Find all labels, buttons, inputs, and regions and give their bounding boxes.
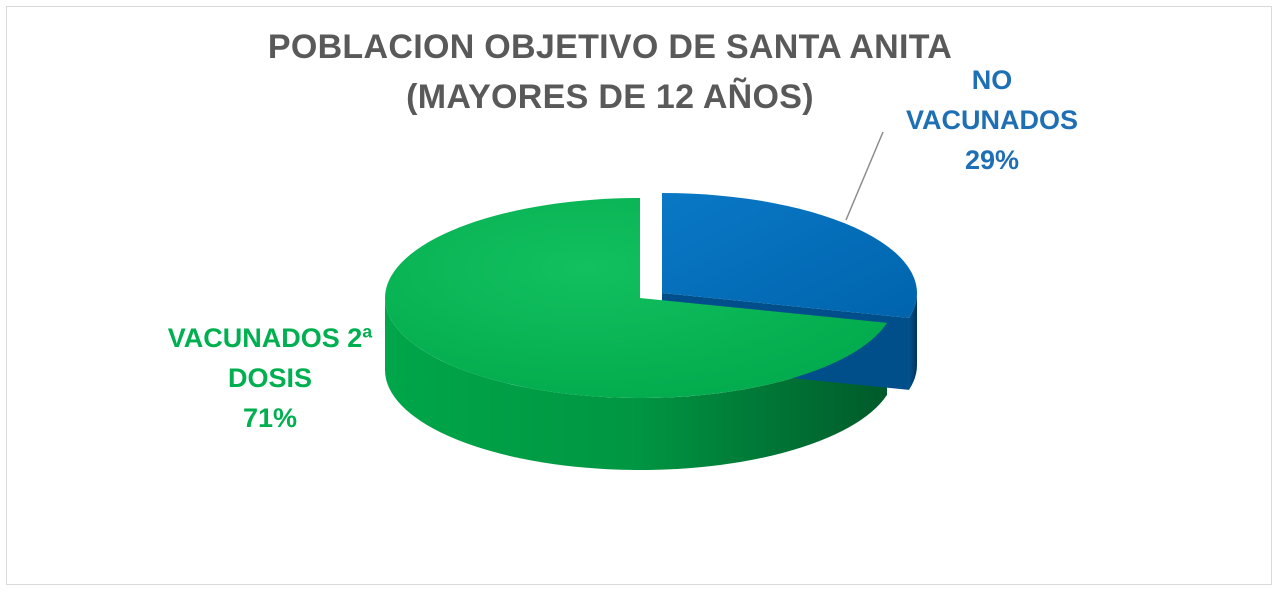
no-vacunados-leader-line	[845, 131, 884, 221]
chart-title-line-2: (MAYORES DE 12 AÑOS)	[406, 78, 814, 116]
slice-vacunados-2a-dosis	[385, 198, 887, 398]
data-label-vacunados-line-1: VACUNADOS 2ª	[167, 323, 373, 353]
data-label-vacunados-percent: 71%	[242, 403, 298, 433]
data-label-no-vacunados: NO VACUNADOS 29%	[880, 60, 1104, 180]
slice-no-vacunados	[662, 192, 918, 318]
slice-side-vacunados	[385, 298, 887, 471]
data-label-no-vacunados-line-2: VACUNADOS	[905, 105, 1078, 135]
data-label-no-vacunados-percent: 29%	[964, 145, 1020, 175]
slice-side-no-vacunados	[908, 293, 917, 390]
chart-title-line-1: POBLACION OBJETIVO DE SANTA ANITA	[267, 28, 953, 66]
data-label-vacunados-line-2: DOSIS	[227, 363, 313, 393]
data-label-vacunados: VACUNADOS 2ª DOSIS 71%	[130, 318, 410, 438]
data-label-no-vacunados-line-1: NO	[971, 65, 1013, 95]
